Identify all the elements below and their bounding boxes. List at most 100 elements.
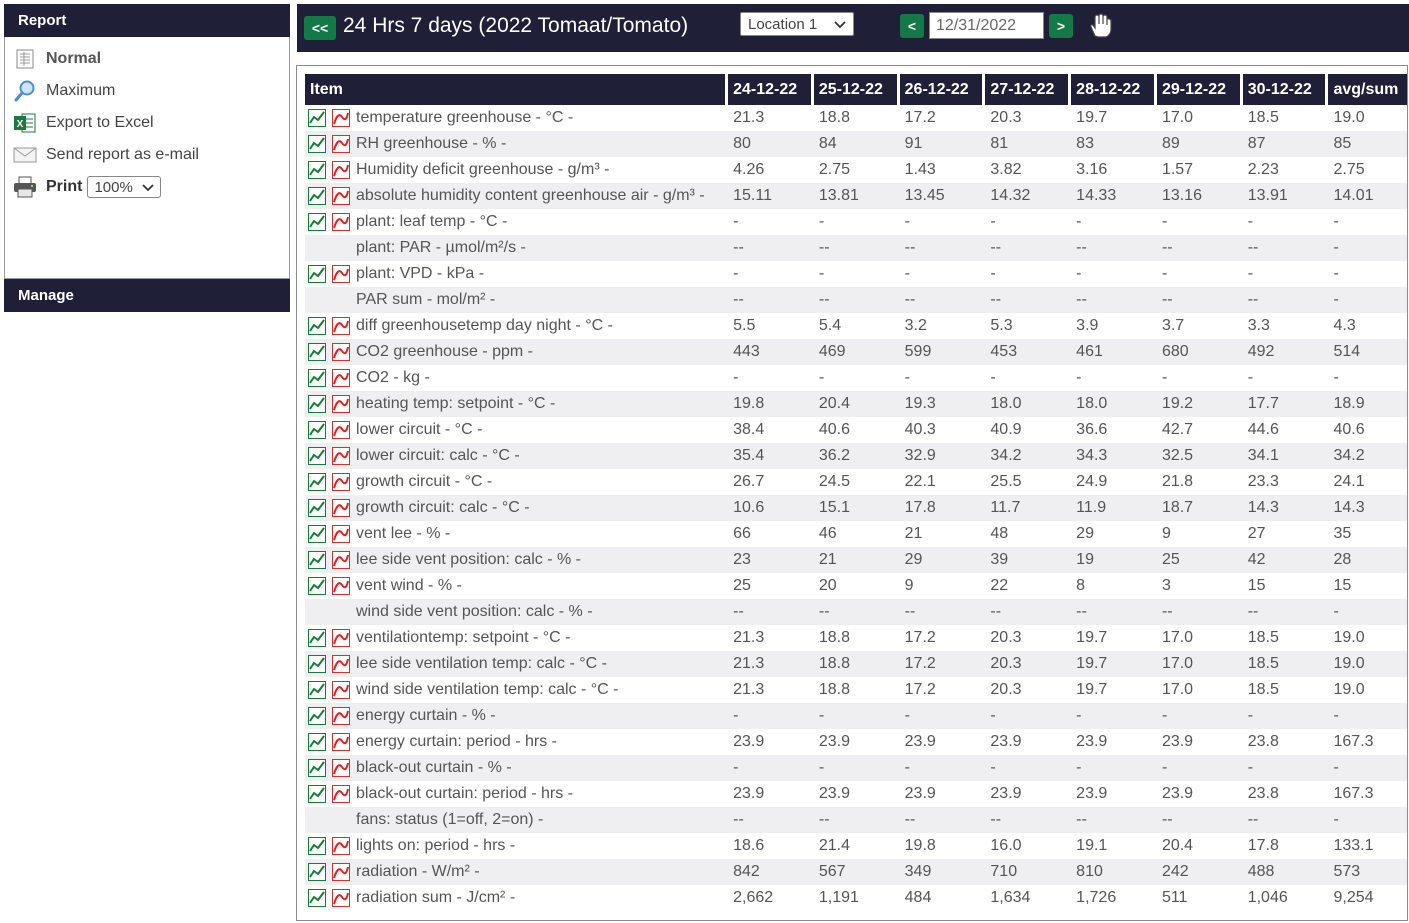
- line-chart-icon[interactable]: [308, 187, 326, 205]
- item-label: wind side ventilation temp: calc - °C -: [356, 681, 619, 698]
- value-cell: --: [1153, 235, 1240, 261]
- menu-item-normal[interactable]: Normal: [5, 43, 289, 75]
- line-chart-icon[interactable]: [308, 109, 326, 127]
- row-icons: [305, 183, 351, 209]
- trend-chart-icon[interactable]: [332, 863, 350, 881]
- trend-chart-icon[interactable]: [332, 759, 350, 777]
- value-cell: -: [982, 755, 1069, 781]
- line-chart-icon[interactable]: [308, 551, 326, 569]
- row-icons: [305, 235, 351, 261]
- line-chart-icon[interactable]: [308, 343, 326, 361]
- value-cell: 20.3: [982, 105, 1069, 131]
- location-select[interactable]: Location 1: [740, 12, 854, 36]
- line-chart-icon[interactable]: [308, 629, 326, 647]
- column-header-date: 25-12-22: [810, 74, 897, 105]
- value-cell: 34.1: [1239, 443, 1326, 469]
- line-chart-icon[interactable]: [308, 161, 326, 179]
- menu-item-send-email[interactable]: Send report as e-mail: [5, 139, 289, 171]
- value-cell: --: [896, 287, 983, 313]
- trend-chart-icon[interactable]: [332, 109, 350, 127]
- value-cell: 17.8: [1239, 833, 1326, 859]
- line-chart-icon[interactable]: [308, 655, 326, 673]
- trend-chart-icon[interactable]: [332, 213, 350, 231]
- menu-item-export-excel[interactable]: X Export to Excel: [5, 107, 289, 139]
- value-cell: 19.3: [896, 391, 983, 417]
- trend-chart-icon[interactable]: [332, 577, 350, 595]
- print-button[interactable]: Print: [46, 178, 83, 195]
- line-chart-icon[interactable]: [308, 135, 326, 153]
- trend-chart-icon[interactable]: [332, 343, 350, 361]
- item-cell: temperature greenhouse - °C -: [305, 105, 726, 131]
- table-row: absolute humidity content greenhouse air…: [305, 183, 1407, 209]
- trend-chart-icon[interactable]: [332, 187, 350, 205]
- line-chart-icon[interactable]: [308, 785, 326, 803]
- line-chart-icon[interactable]: [308, 837, 326, 855]
- zoom-value: 100%: [94, 178, 133, 196]
- line-chart-icon[interactable]: [308, 499, 326, 517]
- value-cell: -: [982, 209, 1069, 235]
- value-cell: 11.7: [982, 495, 1069, 521]
- trend-chart-icon[interactable]: [332, 395, 350, 413]
- trend-chart-icon[interactable]: [332, 733, 350, 751]
- line-chart-icon[interactable]: [308, 447, 326, 465]
- trend-chart-icon[interactable]: [332, 447, 350, 465]
- row-icons: [305, 365, 351, 391]
- trend-chart-icon[interactable]: [332, 421, 350, 439]
- value-cell: 80: [725, 131, 811, 157]
- date-prev-button[interactable]: <: [900, 14, 924, 38]
- line-chart-icon[interactable]: [308, 863, 326, 881]
- line-chart-icon[interactable]: [308, 733, 326, 751]
- value-cell: 35.4: [725, 443, 811, 469]
- trend-chart-icon[interactable]: [332, 499, 350, 517]
- value-cell: 9: [1153, 521, 1240, 547]
- excel-icon: X: [13, 111, 37, 135]
- trend-chart-icon[interactable]: [332, 681, 350, 699]
- trend-chart-icon[interactable]: [332, 525, 350, 543]
- line-chart-icon[interactable]: [308, 577, 326, 595]
- item-cell: RH greenhouse - % -: [305, 131, 726, 157]
- trend-chart-icon[interactable]: [332, 707, 350, 725]
- line-chart-icon[interactable]: [308, 759, 326, 777]
- trend-chart-icon[interactable]: [332, 655, 350, 673]
- line-chart-icon[interactable]: [308, 889, 326, 907]
- previous-period-button[interactable]: <<: [304, 16, 336, 40]
- line-chart-icon[interactable]: [308, 681, 326, 699]
- value-cell: 21.8: [1153, 469, 1240, 495]
- trend-chart-icon[interactable]: [332, 265, 350, 283]
- line-chart-icon[interactable]: [308, 525, 326, 543]
- trend-chart-icon[interactable]: [332, 889, 350, 907]
- line-chart-icon[interactable]: [308, 317, 326, 335]
- value-cell: 17.0: [1153, 677, 1240, 703]
- value-cell: 17.2: [896, 651, 983, 677]
- table-row: growth circuit - °C -26.7 24.5 22.1 25.5 24.…: [305, 469, 1407, 495]
- date-input[interactable]: 12/31/2022: [929, 12, 1044, 39]
- line-chart-icon[interactable]: [308, 395, 326, 413]
- menu-item-maximum[interactable]: Maximum: [5, 75, 289, 107]
- trend-chart-icon[interactable]: [332, 785, 350, 803]
- menu-item-print: Print 100%: [5, 171, 289, 203]
- trend-chart-icon[interactable]: [332, 837, 350, 855]
- trend-chart-icon[interactable]: [332, 135, 350, 153]
- line-chart-icon[interactable]: [308, 369, 326, 387]
- trend-chart-icon[interactable]: [332, 629, 350, 647]
- value-cell: 66: [725, 521, 811, 547]
- manage-section-title[interactable]: Manage: [4, 279, 290, 312]
- line-chart-icon[interactable]: [308, 707, 326, 725]
- printer-icon[interactable]: [13, 175, 37, 199]
- trend-chart-icon[interactable]: [332, 161, 350, 179]
- trend-chart-icon[interactable]: [332, 551, 350, 569]
- line-chart-icon[interactable]: [308, 265, 326, 283]
- hand-icon[interactable]: [1086, 12, 1114, 40]
- row-icons: [305, 443, 351, 469]
- trend-chart-icon[interactable]: [332, 369, 350, 387]
- value-cell: --: [1239, 599, 1326, 625]
- value-cell: 21.4: [810, 833, 897, 859]
- line-chart-icon[interactable]: [308, 473, 326, 491]
- line-chart-icon[interactable]: [308, 213, 326, 231]
- trend-chart-icon[interactable]: [332, 473, 350, 491]
- zoom-select[interactable]: 100%: [87, 176, 162, 198]
- date-next-button[interactable]: >: [1049, 14, 1073, 38]
- line-chart-icon[interactable]: [308, 421, 326, 439]
- row-icons: [305, 339, 351, 365]
- trend-chart-icon[interactable]: [332, 317, 350, 335]
